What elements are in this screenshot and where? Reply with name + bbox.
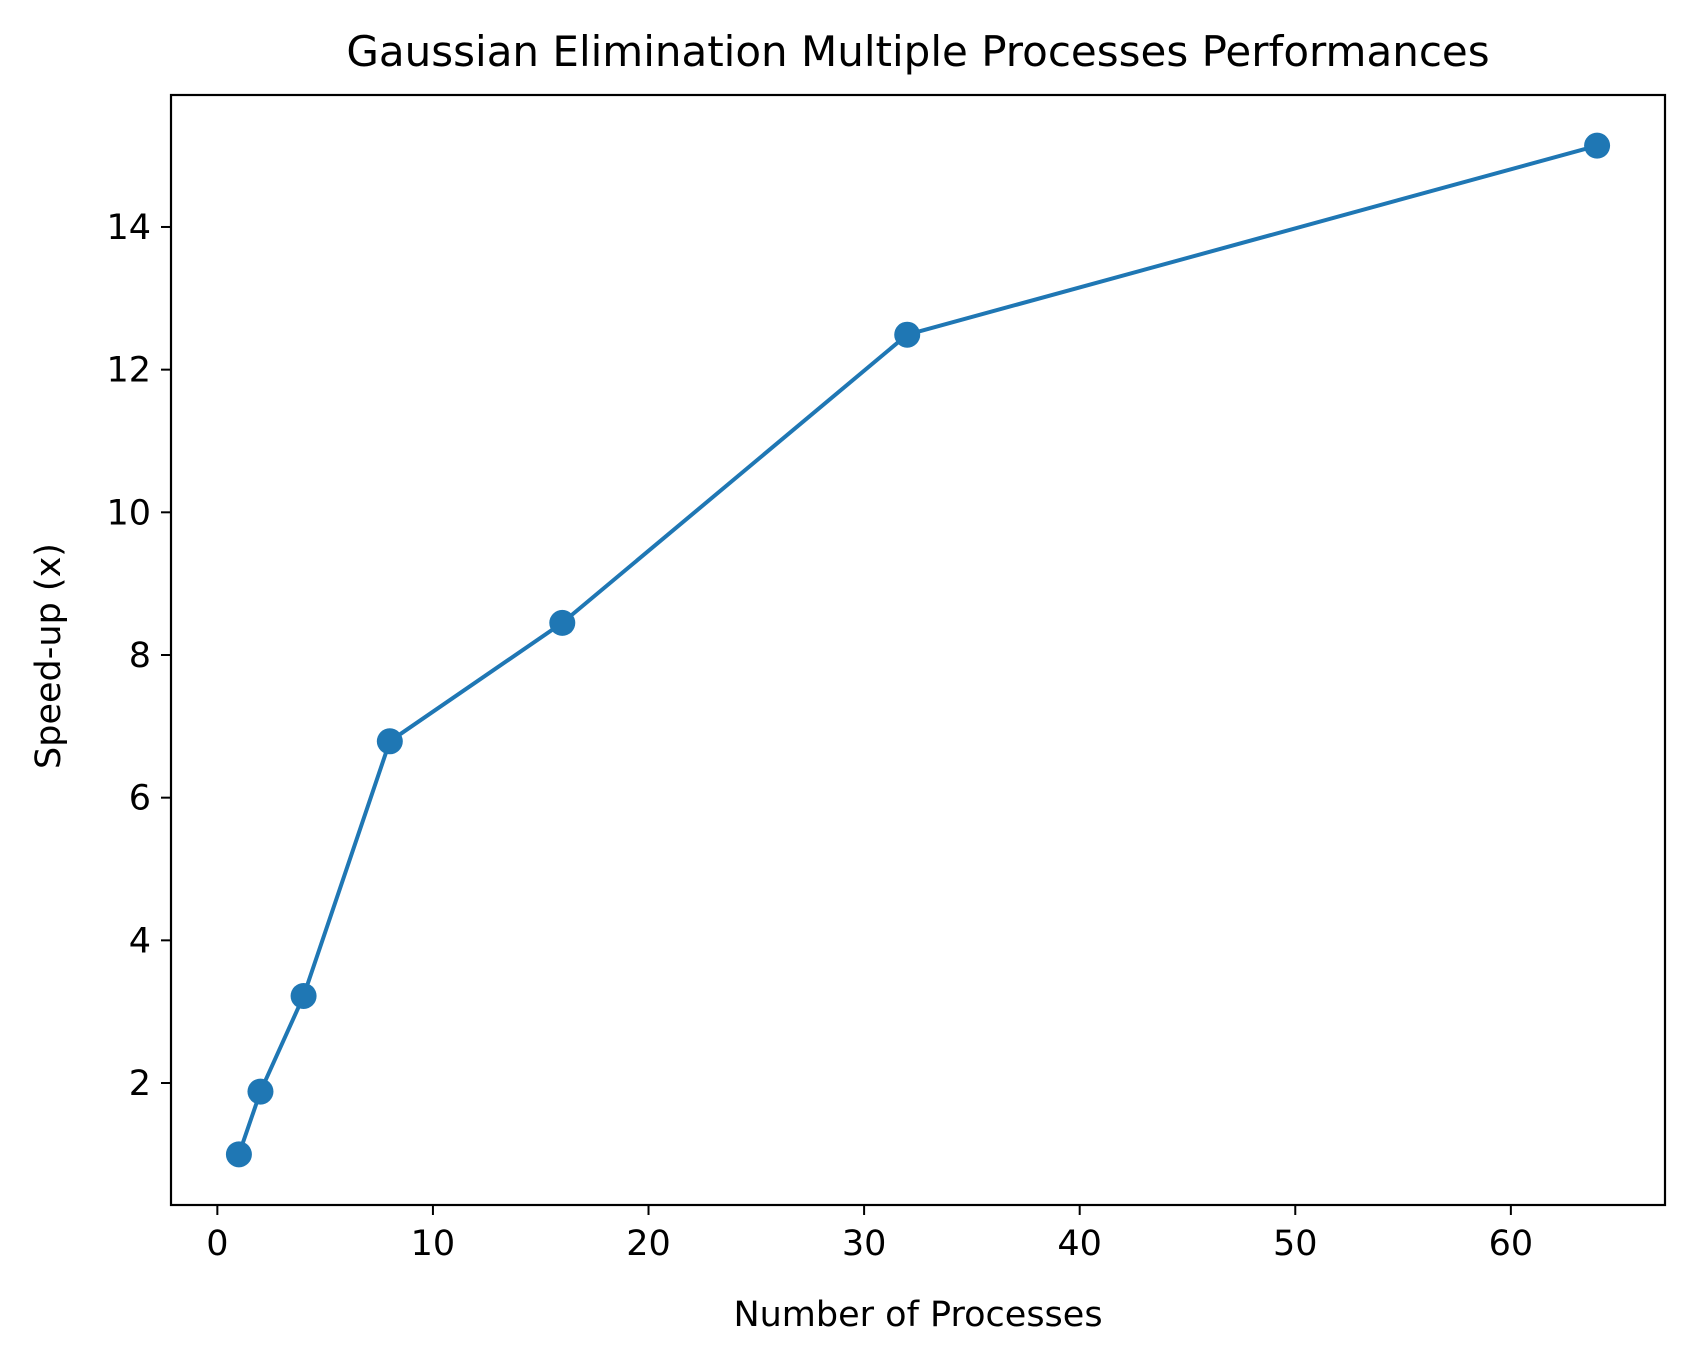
y-tick-label: 4 bbox=[129, 921, 151, 961]
x-tick-label: 0 bbox=[206, 1224, 228, 1264]
x-tick-label: 60 bbox=[1489, 1224, 1534, 1264]
series-layer bbox=[225, 132, 1611, 1168]
data-point bbox=[290, 982, 317, 1009]
x-tick-label: 50 bbox=[1273, 1224, 1318, 1264]
data-point bbox=[1584, 132, 1611, 159]
x-axis-label: Number of Processes bbox=[733, 1295, 1102, 1335]
y-tick-label: 14 bbox=[106, 208, 151, 248]
y-tick-label: 10 bbox=[106, 493, 151, 533]
y-tick-label: 6 bbox=[129, 779, 151, 819]
x-axis: 0 10 20 30 40 50 60 bbox=[206, 1205, 1533, 1264]
x-tick-label: 30 bbox=[842, 1224, 887, 1264]
data-point bbox=[549, 609, 576, 636]
plot-area-frame bbox=[169, 93, 1667, 1207]
data-point bbox=[225, 1141, 252, 1168]
y-axis-label: Speed-up (x) bbox=[29, 543, 69, 769]
x-tick-label: 40 bbox=[1057, 1224, 1102, 1264]
data-point bbox=[894, 321, 921, 348]
x-tick-label: 10 bbox=[411, 1224, 456, 1264]
chart-title: Gaussian Elimination Multiple Processes … bbox=[346, 27, 1489, 76]
y-tick-label: 2 bbox=[129, 1064, 151, 1104]
y-tick-label: 8 bbox=[129, 636, 151, 676]
y-tick-label: 12 bbox=[106, 351, 151, 391]
y-axis: 2 4 6 8 10 12 14 bbox=[106, 208, 171, 1104]
x-tick-label: 20 bbox=[626, 1224, 671, 1264]
data-point bbox=[247, 1078, 274, 1105]
data-point bbox=[376, 728, 403, 755]
